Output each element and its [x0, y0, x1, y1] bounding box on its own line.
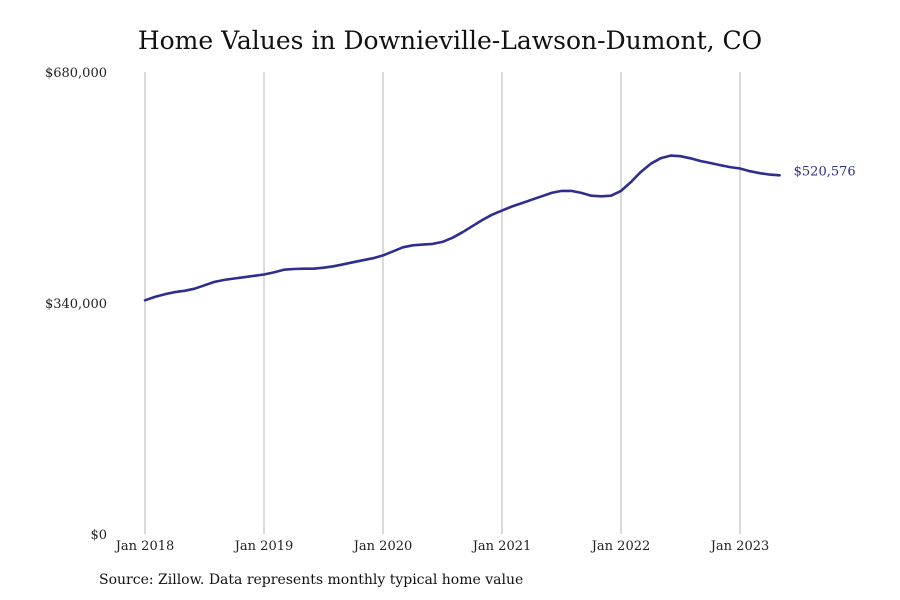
y-tick-label: $680,000 [45, 66, 107, 81]
chart-title: Home Values in Downieville-Lawson-Dumont… [137, 26, 763, 55]
y-axis: $0 $340,000 $680,000 [45, 66, 107, 543]
x-tick-label: Jan 2020 [352, 539, 413, 554]
x-axis: Jan 2018 Jan 2019 Jan 2020 Jan 2021 Jan 2022… [114, 539, 770, 554]
end-labels: $520,576 [794, 164, 856, 179]
grid-lines [144, 72, 741, 534]
series-lines [143, 154, 781, 302]
series-end-label: $520,576 [794, 164, 856, 179]
series-line [143, 154, 781, 302]
y-tick-label: $0 [90, 528, 107, 543]
x-tick-label: Jan 2022 [590, 539, 651, 554]
y-tick-label: $340,000 [45, 297, 107, 312]
source-note: Source: Zillow. Data represents monthly … [99, 572, 524, 588]
x-tick-label: Jan 2019 [233, 539, 294, 554]
x-tick-label: Jan 2018 [114, 539, 175, 554]
x-tick-label: Jan 2021 [471, 539, 532, 554]
x-tick-label: Jan 2023 [709, 539, 770, 554]
